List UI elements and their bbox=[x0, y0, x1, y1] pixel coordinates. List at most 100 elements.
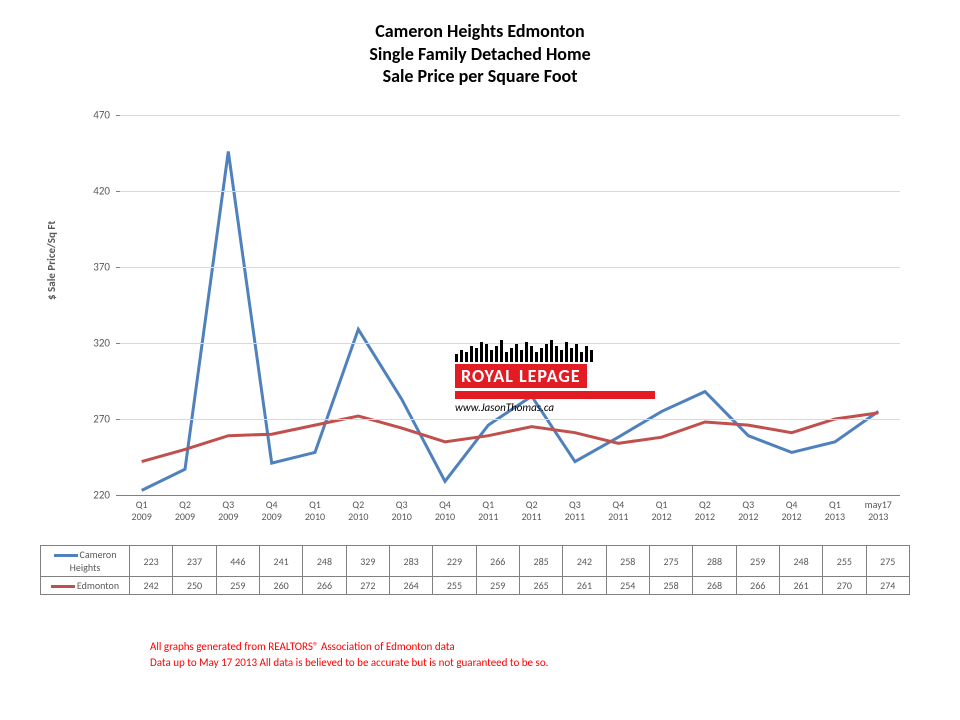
series-legend-cell: Cameron Heights bbox=[41, 546, 130, 577]
legend-color-swatch bbox=[54, 554, 78, 557]
watermark-bar bbox=[490, 350, 493, 362]
watermark-bar bbox=[565, 342, 568, 362]
table-cell: 266 bbox=[476, 546, 519, 577]
watermark-url: www.JasonThomas.ca bbox=[455, 401, 715, 414]
x-tick-label: Q12010 bbox=[293, 499, 336, 523]
series-legend-cell: Edmonton bbox=[41, 577, 130, 595]
x-tick-label: Q32012 bbox=[727, 499, 770, 523]
x-tick-label: Q22012 bbox=[683, 499, 726, 523]
y-axis-label: $ Sale Price/Sq Ft bbox=[45, 221, 58, 300]
table-cell: 266 bbox=[303, 577, 346, 595]
footnote-line-2: Data up to May 17 2013 All data is belie… bbox=[150, 656, 548, 669]
chart-title: Cameron Heights Edmonton Single Family D… bbox=[0, 0, 960, 88]
table-cell: 285 bbox=[519, 546, 562, 577]
table-row: Cameron Heights2232374462412483292832292… bbox=[41, 546, 910, 577]
watermark-bar bbox=[580, 352, 583, 362]
watermark-bar bbox=[475, 348, 478, 362]
table-cell: 259 bbox=[216, 577, 259, 595]
watermark-bars-icon bbox=[455, 340, 715, 362]
table-cell: 255 bbox=[433, 577, 476, 595]
gridline bbox=[120, 115, 900, 116]
series-name-label: Cameron Heights bbox=[70, 548, 117, 574]
title-line-3: Sale Price per Square Foot bbox=[0, 65, 960, 88]
y-tick-mark bbox=[116, 419, 120, 420]
watermark-bar bbox=[525, 342, 528, 362]
watermark-bar bbox=[485, 344, 488, 362]
watermark-strip bbox=[455, 391, 655, 399]
table-cell: 223 bbox=[130, 546, 173, 577]
x-tick-label: Q42011 bbox=[597, 499, 640, 523]
table-cell: 261 bbox=[563, 577, 606, 595]
table-cell: 288 bbox=[693, 546, 736, 577]
table-cell: 275 bbox=[649, 546, 692, 577]
watermark-brand: ROYAL LEPAGE bbox=[455, 364, 587, 388]
series-line bbox=[142, 413, 879, 462]
title-line-1: Cameron Heights Edmonton bbox=[0, 20, 960, 43]
watermark-bar bbox=[455, 354, 458, 362]
watermark-bar bbox=[585, 346, 588, 362]
gridline bbox=[120, 419, 900, 420]
table-cell: 248 bbox=[779, 546, 822, 577]
x-tick-label: Q22009 bbox=[163, 499, 206, 523]
table-cell: 242 bbox=[130, 577, 173, 595]
table-cell: 272 bbox=[346, 577, 389, 595]
watermark-bar bbox=[510, 348, 513, 362]
table-cell: 254 bbox=[606, 577, 649, 595]
watermark-bar bbox=[515, 344, 518, 362]
table-cell: 237 bbox=[173, 546, 216, 577]
x-tick-label: Q12013 bbox=[813, 499, 856, 523]
watermark-bar bbox=[555, 346, 558, 362]
x-tick-label: Q42012 bbox=[770, 499, 813, 523]
table-cell: 261 bbox=[779, 577, 822, 595]
watermark-bar bbox=[560, 350, 563, 362]
watermark-bar bbox=[470, 346, 473, 362]
x-tick-label: Q32010 bbox=[380, 499, 423, 523]
title-line-2: Single Family Detached Home bbox=[0, 43, 960, 66]
x-tick-label: Q42009 bbox=[250, 499, 293, 523]
table-cell: 258 bbox=[606, 546, 649, 577]
watermark-bar bbox=[495, 346, 498, 362]
table-cell: 265 bbox=[519, 577, 562, 595]
table-cell: 248 bbox=[303, 546, 346, 577]
table-row: Edmonton24225025926026627226425525926526… bbox=[41, 577, 910, 595]
x-tick-label: Q12009 bbox=[120, 499, 163, 523]
royal-lepage-watermark: ROYAL LEPAGE www.JasonThomas.ca bbox=[455, 340, 715, 414]
x-tick-label: Q22011 bbox=[510, 499, 553, 523]
watermark-bar bbox=[465, 352, 468, 362]
watermark-bar bbox=[530, 346, 533, 362]
y-tick-mark bbox=[116, 191, 120, 192]
y-tick-label: 420 bbox=[70, 185, 110, 198]
table-cell: 283 bbox=[389, 546, 432, 577]
x-tick-label: Q12011 bbox=[467, 499, 510, 523]
y-tick-label: 270 bbox=[70, 413, 110, 426]
x-tick-label: Q12012 bbox=[640, 499, 683, 523]
table-cell: 250 bbox=[173, 577, 216, 595]
x-tick-label: Q32011 bbox=[553, 499, 596, 523]
y-tick-mark bbox=[116, 267, 120, 268]
y-tick-mark bbox=[116, 343, 120, 344]
gridline bbox=[120, 191, 900, 192]
watermark-bar bbox=[545, 344, 548, 362]
x-tick-label: Q22010 bbox=[337, 499, 380, 523]
watermark-bar bbox=[550, 340, 553, 362]
table-cell: 275 bbox=[866, 546, 909, 577]
series-line bbox=[142, 152, 879, 491]
watermark-bar bbox=[540, 348, 543, 362]
table-cell: 242 bbox=[563, 546, 606, 577]
y-tick-mark bbox=[116, 495, 120, 496]
data-table: Cameron Heights2232374462412483292832292… bbox=[40, 545, 910, 595]
table-cell: 229 bbox=[433, 546, 476, 577]
table-cell: 259 bbox=[476, 577, 519, 595]
table-cell: 446 bbox=[216, 546, 259, 577]
x-tick-label: Q32009 bbox=[207, 499, 250, 523]
table-cell: 274 bbox=[866, 577, 909, 595]
y-tick-label: 370 bbox=[70, 261, 110, 274]
table-cell: 241 bbox=[259, 546, 302, 577]
table-cell: 258 bbox=[649, 577, 692, 595]
watermark-bar bbox=[590, 350, 593, 362]
y-tick-label: 320 bbox=[70, 337, 110, 350]
table-cell: 260 bbox=[259, 577, 302, 595]
y-tick-label: 470 bbox=[70, 109, 110, 122]
watermark-bar bbox=[480, 342, 483, 362]
watermark-bar bbox=[520, 350, 523, 362]
